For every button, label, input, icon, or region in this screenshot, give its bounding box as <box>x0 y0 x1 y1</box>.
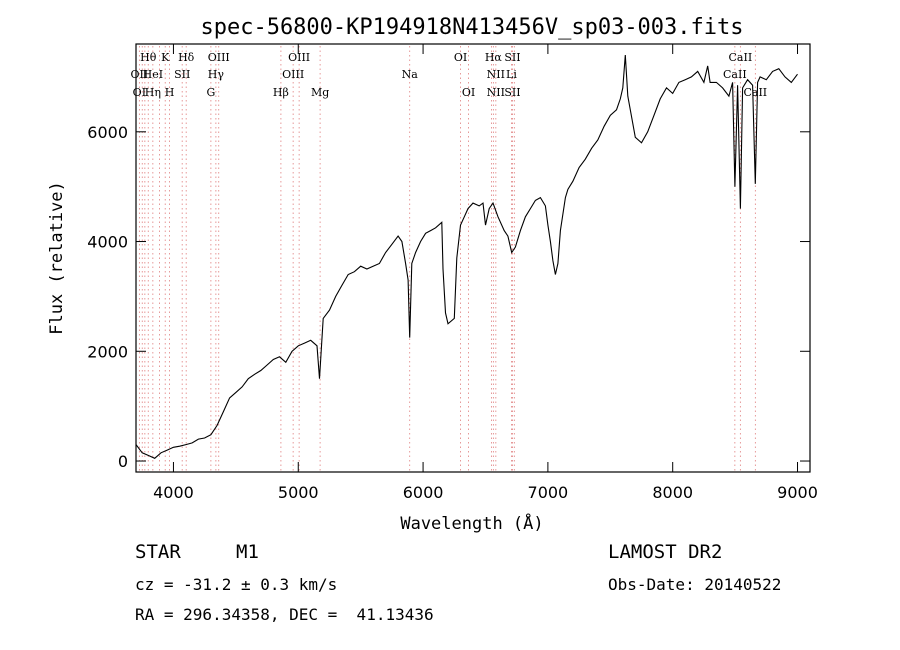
line-label: SII <box>174 68 190 81</box>
object-subclass: M1 <box>236 541 259 563</box>
line-label: OI <box>462 86 475 99</box>
line-label: Hδ <box>178 51 195 64</box>
spectrum-series <box>135 54 798 459</box>
y-axis-label: Flux (relative) <box>47 181 67 335</box>
x-tick-label: 5000 <box>278 483 319 502</box>
y-tick-label: 0 <box>118 452 128 471</box>
line-label: SII <box>504 51 520 64</box>
line-label: OI <box>454 51 467 64</box>
line-label: Hβ <box>273 86 289 99</box>
line-label: OIII <box>208 51 230 64</box>
line-label: SII <box>504 86 520 99</box>
line-label: H <box>165 86 175 99</box>
line-label: G <box>206 86 215 99</box>
x-tick-label: 6000 <box>403 483 444 502</box>
x-tick-label: 4000 <box>153 483 194 502</box>
line-label: OII <box>131 68 149 81</box>
object-type: STAR <box>135 541 181 563</box>
y-tick-label: 2000 <box>87 342 128 361</box>
line-label: Na <box>402 68 419 81</box>
line-label: NII <box>487 86 505 99</box>
chart-title: spec-56800-KP194918N413456V_sp03-003.fit… <box>200 15 743 40</box>
survey-name: LAMOST DR2 <box>608 541 723 563</box>
line-label: HeI <box>143 68 163 81</box>
y-tick-label: 6000 <box>87 123 128 142</box>
line-label: OIII <box>282 68 304 81</box>
y-tick-label: 4000 <box>87 233 128 252</box>
y-axis-ticks: 0 2000 4000 6000 <box>87 123 810 471</box>
line-label: CaII <box>729 51 753 64</box>
line-label: NII <box>487 68 505 81</box>
line-label: OIII <box>288 51 310 64</box>
line-label: K <box>161 51 170 64</box>
line-label: Mg <box>311 86 329 99</box>
observation-date: Obs-Date: 20140522 <box>608 575 782 594</box>
x-axis-ticks: 4000 5000 6000 7000 8000 9000 <box>153 44 818 502</box>
line-label: Hγ <box>208 68 225 81</box>
x-tick-label: 8000 <box>652 483 693 502</box>
x-axis-label: Wavelength (Å) <box>400 512 543 534</box>
line-label: Hθ <box>140 51 157 64</box>
redshift-velocity: cz = -31.2 ± 0.3 km/s <box>135 575 338 594</box>
line-label: Hη <box>145 86 161 99</box>
line-label: Hα <box>485 51 503 64</box>
line-label: Li <box>506 68 517 81</box>
line-label: CaII <box>723 68 747 81</box>
x-tick-label: 9000 <box>777 483 818 502</box>
plot-frame <box>135 43 811 473</box>
line-label: CaII <box>743 86 767 99</box>
spectral-line-markers <box>138 46 756 472</box>
x-tick-label: 7000 <box>528 483 569 502</box>
coordinates: RA = 296.34358, DEC = 41.13436 <box>135 605 434 624</box>
